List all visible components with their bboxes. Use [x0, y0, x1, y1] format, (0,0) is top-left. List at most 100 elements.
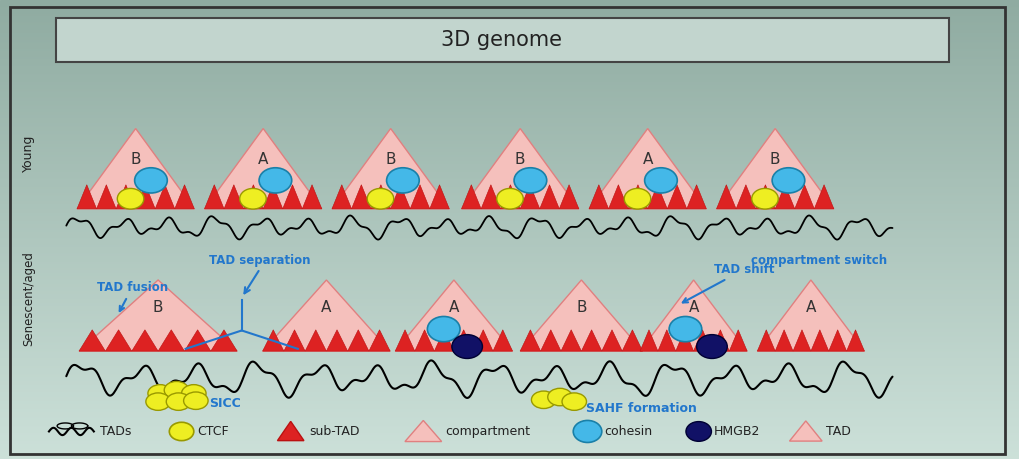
Bar — [0, 304, 1019, 306]
Bar — [0, 174, 1019, 176]
Bar — [0, 3, 1019, 5]
Bar — [0, 424, 1019, 425]
Bar — [0, 240, 1019, 242]
Ellipse shape — [117, 188, 144, 209]
Bar — [56, 18, 948, 62]
Bar — [0, 392, 1019, 393]
Bar — [0, 399, 1019, 401]
Polygon shape — [589, 129, 705, 209]
Bar — [0, 96, 1019, 98]
Polygon shape — [608, 185, 628, 209]
Bar — [0, 445, 1019, 447]
Bar — [0, 50, 1019, 52]
Bar — [0, 381, 1019, 382]
Bar — [0, 306, 1019, 308]
Bar — [0, 5, 1019, 6]
Bar — [0, 448, 1019, 450]
Bar — [0, 226, 1019, 228]
Polygon shape — [305, 330, 326, 351]
Bar — [0, 271, 1019, 272]
Bar — [0, 139, 1019, 141]
Bar — [0, 190, 1019, 191]
Ellipse shape — [561, 393, 586, 410]
Bar — [0, 275, 1019, 277]
Bar — [0, 317, 1019, 318]
Text: Senescent/aged: Senescent/aged — [22, 251, 35, 346]
Bar — [0, 184, 1019, 185]
Bar — [0, 176, 1019, 178]
Bar — [0, 372, 1019, 373]
Bar — [0, 165, 1019, 167]
Bar — [0, 414, 1019, 416]
Bar — [0, 281, 1019, 283]
Bar — [0, 70, 1019, 72]
Polygon shape — [581, 330, 601, 351]
Bar — [0, 369, 1019, 370]
Text: B: B — [515, 151, 525, 167]
Text: A: A — [448, 300, 459, 314]
Bar — [0, 268, 1019, 269]
Bar — [0, 115, 1019, 116]
Bar — [0, 26, 1019, 28]
Polygon shape — [462, 185, 481, 209]
Bar — [0, 161, 1019, 162]
Polygon shape — [415, 330, 434, 351]
Bar — [0, 364, 1019, 366]
Polygon shape — [302, 185, 322, 209]
Polygon shape — [666, 185, 686, 209]
Text: B: B — [130, 151, 141, 167]
Bar — [0, 297, 1019, 298]
Polygon shape — [755, 185, 774, 209]
Bar — [0, 171, 1019, 173]
Bar — [0, 298, 1019, 300]
Bar — [0, 318, 1019, 320]
Ellipse shape — [239, 188, 266, 209]
Bar — [0, 285, 1019, 286]
Bar — [0, 41, 1019, 43]
Text: B: B — [153, 300, 163, 314]
Bar — [0, 291, 1019, 292]
Bar — [0, 54, 1019, 55]
Bar — [0, 123, 1019, 124]
Ellipse shape — [696, 335, 727, 358]
Bar — [0, 142, 1019, 144]
Text: A: A — [321, 300, 331, 314]
Polygon shape — [277, 421, 304, 441]
Bar — [0, 12, 1019, 14]
Polygon shape — [828, 330, 846, 351]
Bar — [0, 127, 1019, 129]
Bar — [0, 0, 1019, 1]
Bar — [0, 380, 1019, 381]
Polygon shape — [116, 185, 136, 209]
Bar — [0, 17, 1019, 18]
Bar — [0, 29, 1019, 31]
Bar — [0, 157, 1019, 159]
Bar — [0, 95, 1019, 96]
Bar — [0, 283, 1019, 285]
Text: compartment: compartment — [445, 425, 530, 438]
Bar — [0, 208, 1019, 210]
Bar — [0, 398, 1019, 399]
Ellipse shape — [573, 420, 601, 442]
Bar — [0, 130, 1019, 132]
Polygon shape — [473, 330, 492, 351]
Bar — [0, 24, 1019, 26]
Bar — [0, 262, 1019, 263]
Polygon shape — [676, 330, 693, 351]
Bar — [0, 69, 1019, 70]
Bar — [0, 173, 1019, 174]
Ellipse shape — [686, 421, 711, 442]
Bar — [0, 343, 1019, 344]
Bar — [0, 256, 1019, 257]
Polygon shape — [97, 185, 116, 209]
Bar — [0, 196, 1019, 197]
Ellipse shape — [427, 317, 460, 341]
Bar — [0, 340, 1019, 341]
Bar — [0, 230, 1019, 231]
Polygon shape — [347, 330, 369, 351]
Polygon shape — [462, 129, 579, 209]
Bar — [0, 384, 1019, 386]
Bar — [0, 98, 1019, 100]
Polygon shape — [622, 330, 642, 351]
Bar — [0, 86, 1019, 87]
